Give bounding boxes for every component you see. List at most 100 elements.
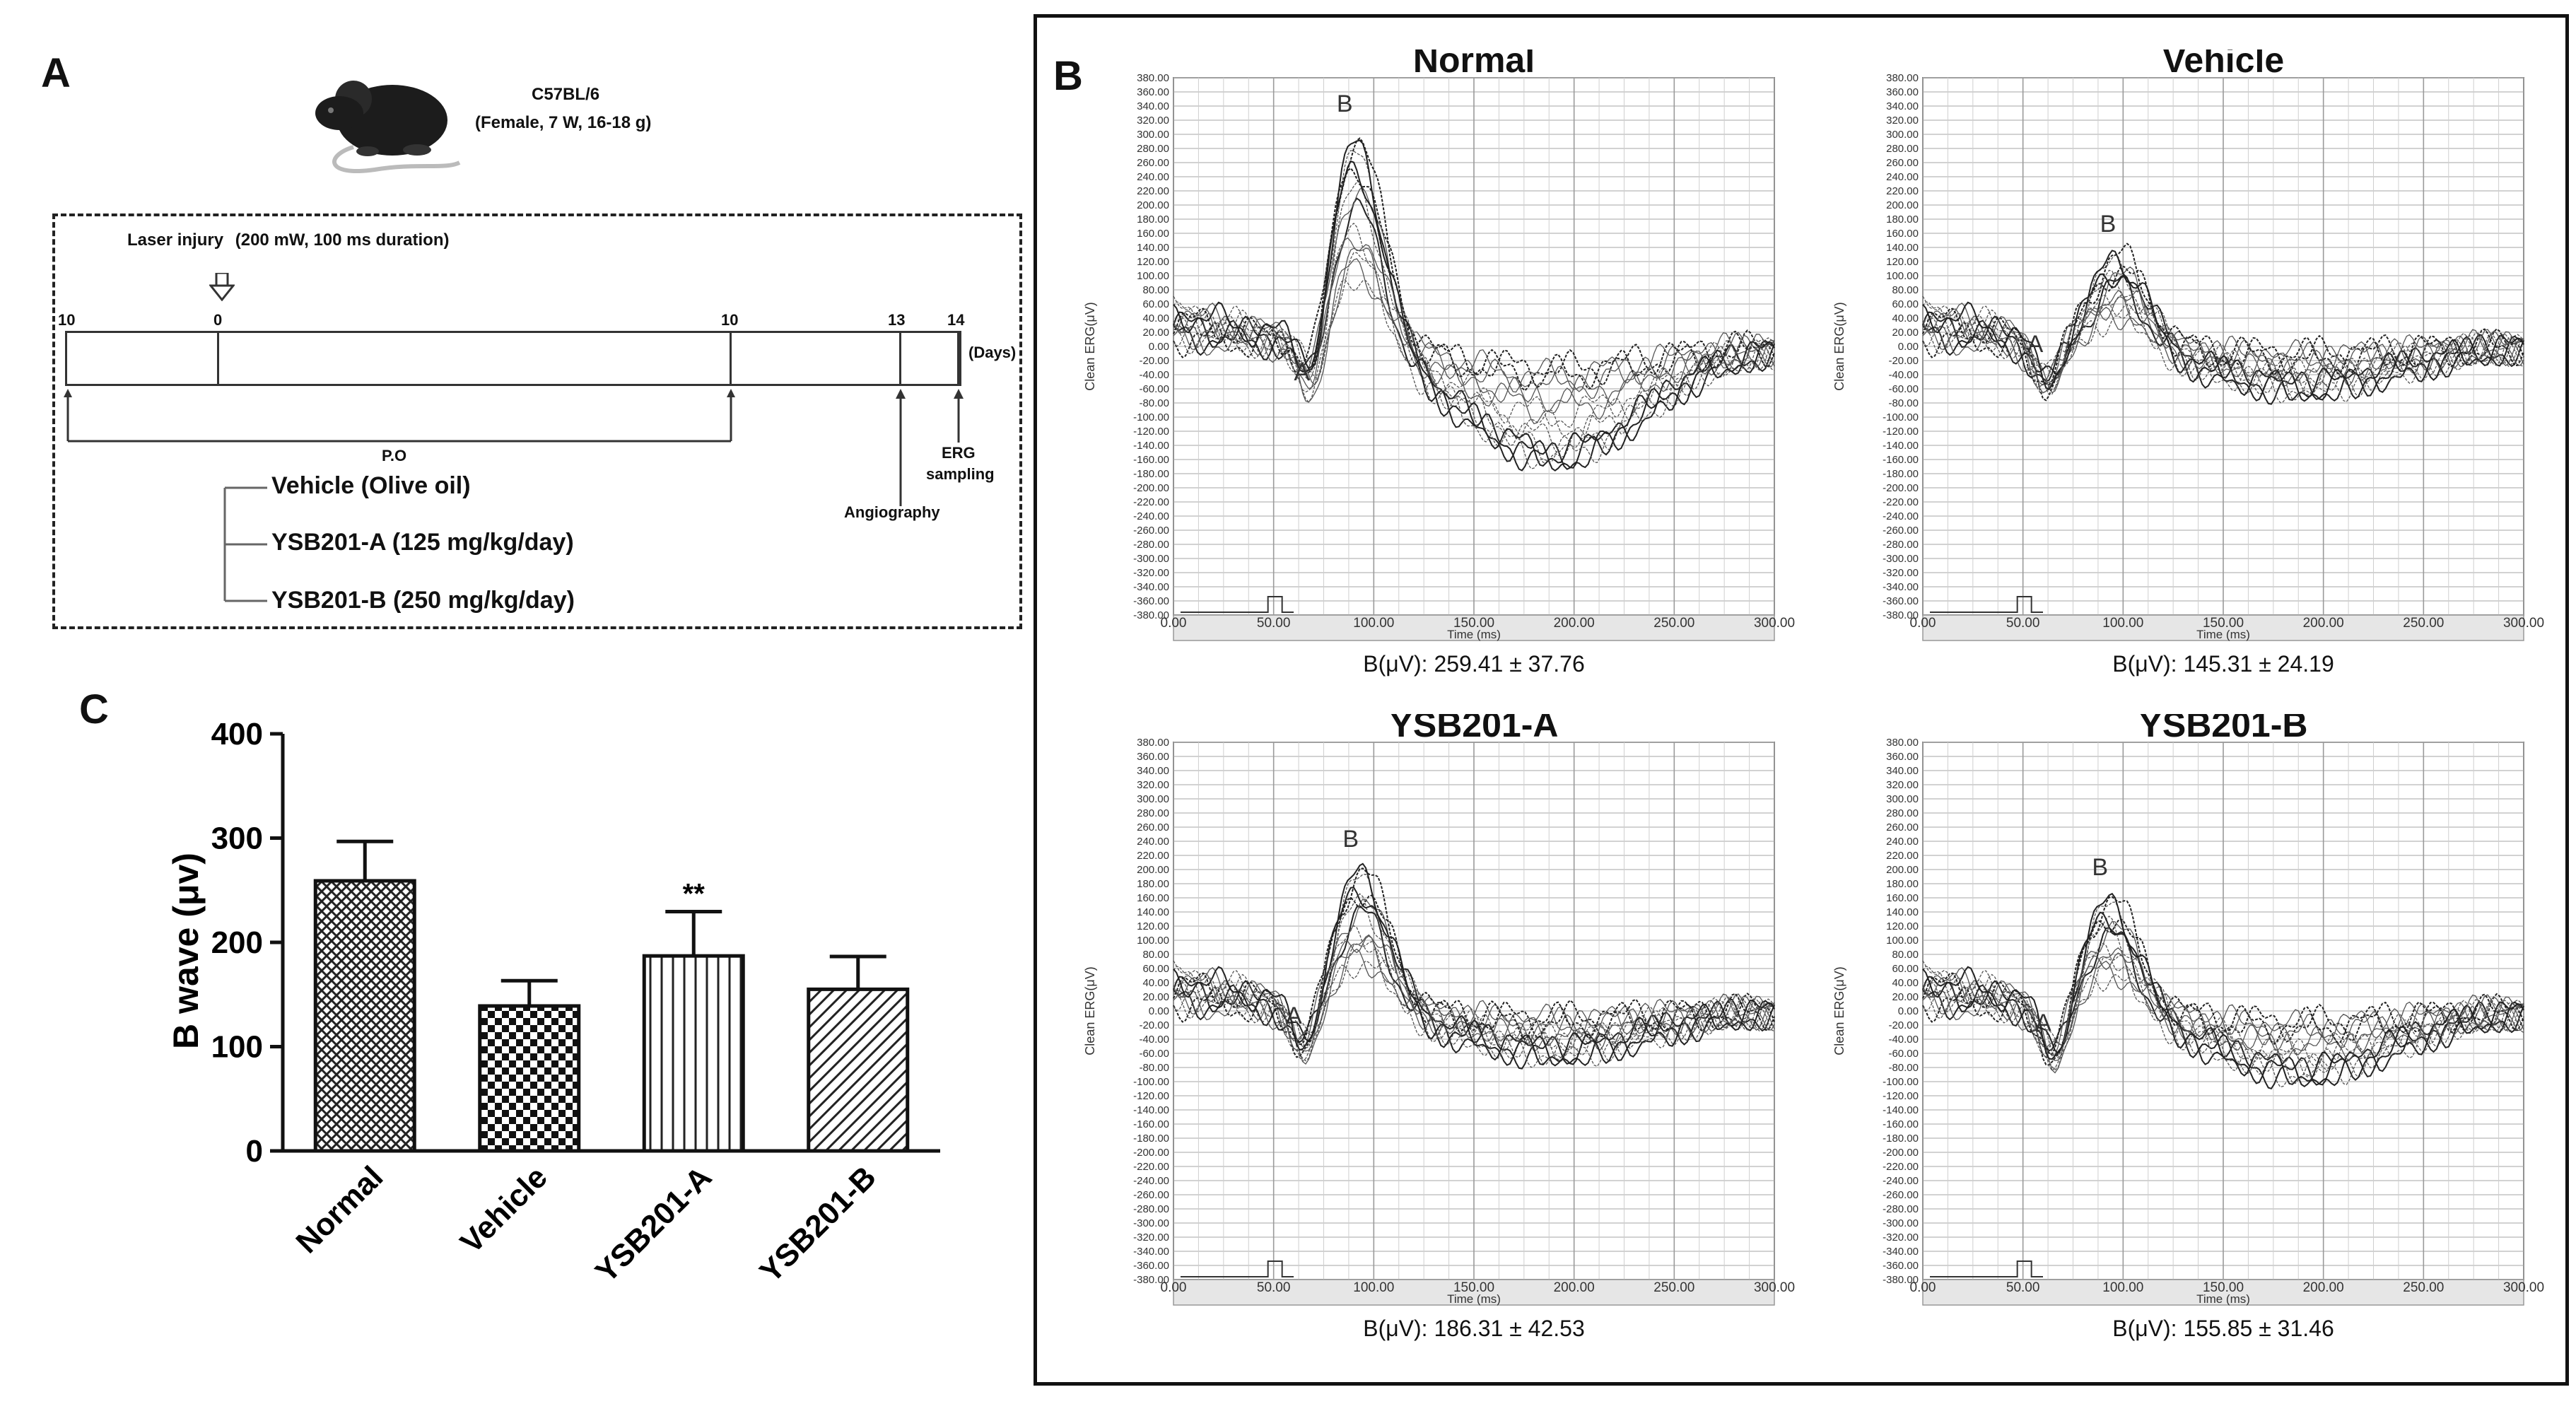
y-tick-label: -180.00	[1883, 468, 1919, 480]
y-tick-label: -180.00	[1133, 1133, 1169, 1145]
bar-vehicle	[478, 1004, 581, 1153]
y-tick-label: -60.00	[1888, 1048, 1919, 1060]
y-tick-label: 120.00	[1886, 256, 1919, 268]
y-tick-label: -80.00	[1888, 1062, 1919, 1074]
y-tick-label: -120.00	[1133, 426, 1169, 438]
y-tick-label: -80.00	[1888, 397, 1919, 409]
erg-traces	[1173, 862, 1775, 1070]
x-tick-label: 50.00	[2006, 1280, 2040, 1295]
x-tick-label: 150.00	[1453, 616, 1494, 631]
y-tick-label: 0	[246, 1134, 263, 1169]
y-tick-label: 40.00	[1892, 977, 1919, 989]
y-tick-label: -320.00	[1883, 567, 1919, 579]
bar-ysb201-a	[642, 954, 745, 1153]
y-tick-label: -80.00	[1139, 397, 1169, 409]
timeline-mark-14	[957, 331, 959, 386]
y-tick-label: -160.00	[1883, 1118, 1919, 1130]
plot-title: YSB201-A	[1390, 714, 1559, 744]
x-tick-label: 150.00	[2203, 616, 2244, 631]
plot-title: Normal	[1413, 49, 1535, 80]
erg-trace	[1922, 911, 2524, 1085]
y-tick-label: 400	[211, 717, 263, 751]
b-value-caption: B(μV): 259.41 ± 37.76	[1363, 651, 1585, 677]
laser-params-text: (200 mW, 100 ms duration)	[235, 230, 450, 250]
y-tick-label: -200.00	[1883, 482, 1919, 494]
days-label: (Days)	[968, 344, 1017, 361]
laser-injury-label: Laser injury (200 mW, 100 ms duration)	[127, 230, 450, 250]
po-bracket	[64, 389, 735, 443]
y-tick-label: 140.00	[1886, 906, 1919, 918]
x-tick-label: 50.00	[1257, 616, 1291, 631]
significance-label: **	[683, 878, 706, 909]
y-tick-label: 160.00	[1886, 892, 1919, 904]
y-tick-label: -360.00	[1883, 1260, 1919, 1272]
y-tick-label: -220.00	[1133, 496, 1169, 508]
y-tick-label: -380.00	[1133, 1274, 1169, 1286]
x-axis-label: Time (ms)	[2196, 1292, 2250, 1306]
x-tick-label: 0.00	[1161, 1280, 1187, 1295]
panel-c-letter: C	[79, 686, 109, 732]
y-tick-label: -380.00	[1883, 1274, 1919, 1286]
y-tick-label: 300.00	[1886, 793, 1919, 805]
b-wave-marker: B	[2100, 211, 2117, 238]
y-tick-label: 280.00	[1886, 807, 1919, 819]
erg-trace	[1922, 947, 2524, 1048]
x-tick-label: Normal	[289, 1159, 390, 1260]
erg-trace	[1922, 952, 2524, 1063]
x-tick-label: 300.00	[2503, 1280, 2544, 1295]
erg-trace	[1922, 290, 2524, 386]
y-tick-label: 120.00	[1137, 256, 1169, 268]
y-tick-label: 320.00	[1886, 779, 1919, 791]
a-wave-marker: A	[1294, 359, 1310, 386]
timeline-bar	[65, 331, 961, 386]
y-tick-label: 200.00	[1137, 864, 1169, 876]
x-tick-label: 250.00	[1653, 616, 1694, 631]
plot-title: Vehicle	[2162, 49, 2284, 80]
y-tick-label: 80.00	[1892, 284, 1919, 296]
y-tick-label: 140.00	[1137, 242, 1169, 254]
y-tick-label: -160.00	[1133, 454, 1169, 466]
stimulus-marker	[1930, 1260, 2043, 1277]
y-tick-label: -300.00	[1133, 553, 1169, 565]
panel-a-letter: A	[41, 50, 71, 96]
x-tick-label: 100.00	[2102, 1280, 2143, 1295]
y-tick-label: -300.00	[1883, 1217, 1919, 1229]
y-tick-label: 160.00	[1137, 228, 1169, 240]
y-tick-label: 100.00	[1137, 935, 1169, 947]
plot-title: YSB201-B	[2139, 714, 2308, 744]
x-tick-label: YSB201-B	[753, 1159, 882, 1289]
x-axis-label: Time (ms)	[2196, 628, 2250, 641]
y-tick-label: -280.00	[1883, 539, 1919, 551]
y-tick-label: -20.00	[1139, 1019, 1169, 1031]
group-bracket	[223, 486, 267, 602]
erg-trace	[1173, 959, 1775, 1068]
y-tick-label: 140.00	[1886, 242, 1919, 254]
y-tick-label: -260.00	[1133, 1189, 1169, 1201]
y-tick-label: 320.00	[1137, 779, 1169, 791]
y-tick-label: -100.00	[1133, 1076, 1169, 1088]
angiography-arrow	[896, 389, 906, 506]
y-tick-label: 280.00	[1137, 807, 1169, 819]
erg-trace	[1173, 941, 1775, 1058]
panel-b-letter: B	[1053, 53, 1083, 99]
panel-b-frame	[1034, 14, 2569, 1386]
erg-trace	[1922, 915, 2524, 1063]
erg-trace	[1922, 896, 2524, 1055]
y-tick-label: 60.00	[1892, 298, 1919, 310]
y-tick-label: -340.00	[1133, 581, 1169, 593]
erg-trace	[1173, 160, 1775, 467]
y-tick-label: 280.00	[1886, 143, 1919, 155]
y-tick-label: 300.00	[1886, 129, 1919, 141]
group-ysb201-b: YSB201-B (250 mg/kg/day)	[271, 587, 575, 614]
erg-traces	[1922, 892, 2524, 1089]
y-tick-label: -300.00	[1883, 553, 1919, 565]
y-tick-label: 180.00	[1137, 213, 1169, 226]
erg-trace	[1922, 273, 2524, 401]
y-tick-label: -120.00	[1133, 1090, 1169, 1102]
y-tick-label: 280.00	[1137, 143, 1169, 155]
erg-traces	[1173, 137, 1775, 472]
y-tick-label: -320.00	[1133, 567, 1169, 579]
erg-trace	[1173, 279, 1775, 469]
y-tick-label: 340.00	[1137, 100, 1169, 112]
y-tick-label: 380.00	[1137, 72, 1169, 84]
